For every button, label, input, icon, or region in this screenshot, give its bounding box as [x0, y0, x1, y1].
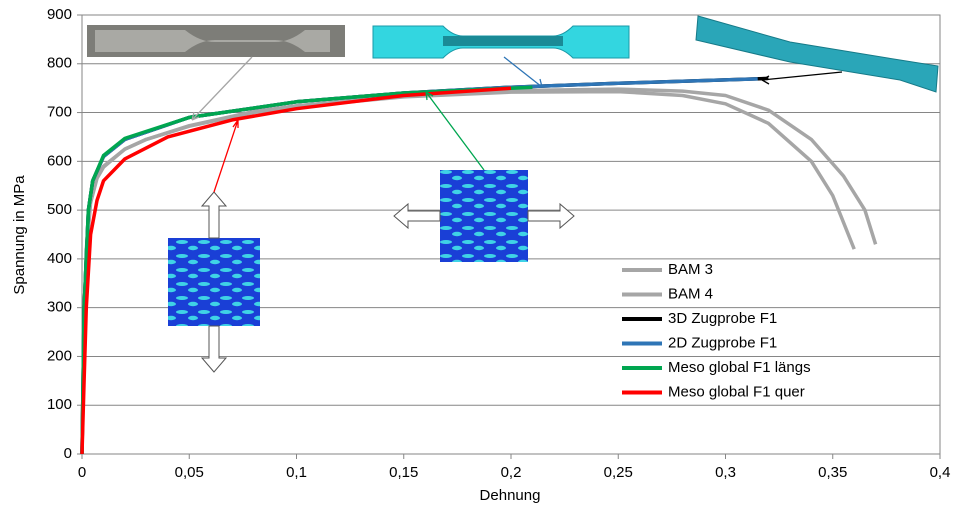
load-arrows-vertical	[200, 191, 228, 373]
fe-3d-specimen	[695, 15, 939, 93]
x-axis-title: Dehnung	[480, 487, 541, 504]
y-tick-label: 400	[47, 250, 72, 267]
x-tick-label: 0,4	[930, 464, 951, 481]
x-tick-label: 0,1	[286, 464, 307, 481]
x-tick-label: 0	[78, 464, 86, 481]
y-axis-title: Spannung in MPa	[11, 175, 28, 295]
legend-label: BAM 3	[668, 261, 713, 278]
series-line	[80, 85, 533, 455]
x-tick-label: 0,3	[715, 464, 736, 481]
fe-2d-center	[443, 36, 563, 46]
y-tick-label: 600	[47, 152, 72, 169]
legend-label: Meso global F1 längs	[668, 359, 811, 376]
x-tick-label: 0,35	[818, 464, 847, 481]
x-tick-label: 0,05	[175, 464, 204, 481]
load-arrows-horizontal	[393, 202, 575, 230]
pointer-bam	[191, 56, 253, 121]
pointer-2d	[503, 56, 543, 88]
pointer-laengs	[425, 91, 485, 171]
series-line	[80, 86, 512, 455]
y-tick-label: 200	[47, 347, 72, 364]
y-tick-label: 800	[47, 55, 72, 72]
meso-laengs	[440, 170, 528, 262]
x-tick-label: 0,25	[604, 464, 633, 481]
legend-label: Meso global F1 quer	[668, 383, 805, 400]
series-line	[80, 87, 878, 455]
y-tick-label: 900	[47, 6, 72, 23]
specimen-shape	[95, 30, 330, 52]
x-tick-label: 0,2	[501, 464, 522, 481]
pointer-3d	[761, 71, 843, 85]
pointer-quer	[213, 119, 239, 193]
meso-quer	[168, 238, 260, 326]
y-tick-label: 300	[47, 299, 72, 316]
legend-label: BAM 4	[668, 285, 713, 302]
y-tick-label: 100	[47, 396, 72, 413]
legend-label: 2D Zugprobe F1	[668, 334, 777, 351]
legend-label: 3D Zugprobe F1	[668, 310, 777, 327]
y-tick-label: 0	[64, 445, 72, 462]
y-tick-label: 500	[47, 201, 72, 218]
y-tick-label: 700	[47, 104, 72, 121]
x-tick-label: 0,15	[389, 464, 418, 481]
